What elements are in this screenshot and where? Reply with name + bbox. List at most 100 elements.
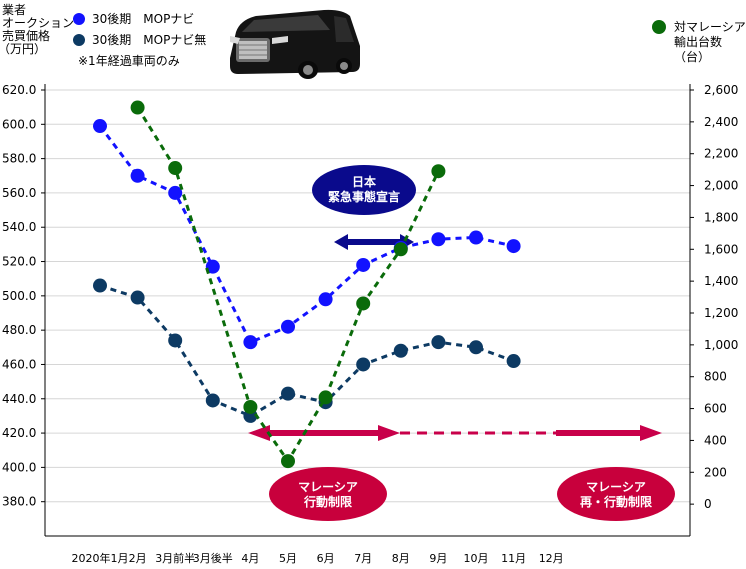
right-tick-label: 1,400 [704, 274, 738, 288]
malaysia-restriction-arrow [248, 425, 662, 441]
legend-label-mop-no-navi: 30後期 MOPナビ無 [92, 32, 206, 47]
right-tick-label: 1,800 [704, 210, 738, 224]
malaysia-mco-bubble: マレーシア 行動制限 [269, 467, 387, 521]
x-tick-label: 2月 [129, 552, 147, 565]
legend-label-mop-navi: 30後期 MOPナビ [92, 12, 194, 26]
data-point [356, 296, 371, 311]
data-point [356, 357, 371, 372]
data-point [93, 278, 107, 293]
left-tick-label: 460.0 [2, 357, 36, 371]
right-axis-title-line: 輸出台数 [674, 34, 722, 49]
data-point [205, 259, 220, 274]
right-tick-label: 600 [704, 402, 727, 416]
right-tick-label: 2,200 [704, 147, 738, 161]
series-1 [93, 278, 521, 423]
data-point [469, 340, 483, 355]
data-point [506, 354, 521, 369]
data-point [130, 168, 145, 183]
series-layer [93, 100, 521, 469]
x-tick-label: 3月後半 [193, 551, 233, 565]
data-point [281, 454, 295, 469]
x-tick-label: 12月 [539, 552, 564, 565]
cmco-bubble-line: 再・行動制限 [580, 494, 652, 509]
right-axis-title-line: （台） [674, 49, 710, 64]
data-point [393, 242, 408, 257]
data-point [243, 335, 258, 350]
data-point [506, 239, 521, 254]
x-tick-label: 4月 [241, 552, 259, 565]
data-point [431, 335, 446, 350]
right-tick-label: 800 [704, 370, 727, 384]
annotations: 日本 緊急事態宣言 マレーシア 行動制限 マレーシア 再・行動制限 [248, 165, 675, 521]
data-point [130, 100, 145, 115]
right-tick-label: 1,600 [704, 242, 738, 256]
data-point [469, 230, 483, 245]
left-tick-label: 500.0 [2, 289, 36, 303]
left-axis-title-line: オークション [2, 16, 74, 30]
left-tick-label: 420.0 [2, 426, 36, 440]
data-point [168, 161, 183, 176]
data-point [281, 386, 295, 401]
left-tick-label: 380.0 [2, 495, 36, 509]
right-tick-label: 1,000 [704, 338, 738, 352]
mco-bubble-line: 行動制限 [303, 494, 352, 509]
mco-bubble-line: マレーシア [298, 480, 358, 494]
legend-marker-mop-no-navi [73, 34, 85, 46]
left-axis-ticks: 620.0 600.0 580.0 560.0 540.0 520.0 500.0 480.0… [2, 83, 45, 509]
left-tick-label: 400.0 [2, 460, 36, 474]
left-tick-label: 560.0 [2, 186, 36, 200]
x-tick-label: 11月 [501, 552, 526, 565]
data-point [393, 343, 408, 358]
right-axis-title-line: 対マレーシア [674, 20, 746, 34]
x-tick-label: 5月 [279, 552, 297, 565]
gridlines [45, 89, 690, 503]
data-point [318, 292, 333, 307]
data-point [168, 333, 183, 348]
data-point [356, 257, 371, 272]
left-tick-label: 440.0 [2, 392, 36, 406]
x-tick-label: 2020年1月 [72, 551, 129, 565]
emergency-bubble-line: 緊急事態宣言 [328, 189, 400, 204]
series-line [99, 284, 515, 418]
x-tick-label: 6月 [317, 552, 335, 565]
left-tick-label: 620.0 [2, 83, 36, 97]
data-point [318, 390, 333, 405]
data-point [281, 319, 295, 334]
right-tick-label: 2,600 [704, 83, 738, 97]
left-tick-label: 520.0 [2, 255, 36, 269]
data-point [130, 290, 145, 305]
data-point [243, 399, 258, 414]
legend-marker-export [652, 20, 666, 34]
right-tick-label: 1,200 [704, 306, 738, 320]
x-tick-label: 8月 [392, 552, 410, 565]
left-axis-title-line: 売買価格 [2, 28, 50, 43]
data-point [431, 232, 446, 247]
left-axis-title-line: 業者 [2, 3, 26, 17]
x-tick-label: 10月 [464, 552, 489, 565]
right-axis-ticks: 2,600 2,400 2,200 2,000 1,800 1,600 1,400 1,200… [690, 83, 738, 511]
legend-marker-mop-navi [73, 13, 85, 25]
left-tick-label: 580.0 [2, 152, 36, 166]
right-tick-label: 200 [704, 465, 727, 479]
right-tick-label: 2,400 [704, 115, 738, 129]
data-point [168, 185, 183, 200]
x-tick-label: 7月 [354, 552, 372, 565]
left-tick-label: 600.0 [2, 117, 36, 131]
x-tick-label: 3月前半 [155, 551, 195, 565]
right-tick-label: 2,000 [704, 179, 738, 193]
right-axis-title: 対マレーシア 輸出台数 （台） [652, 20, 746, 64]
left-axis-title-line: （万円） [0, 42, 46, 56]
data-point [431, 164, 446, 179]
legend-note: ※1年経過車両のみ [78, 54, 180, 68]
emergency-bubble: 日本 緊急事態宣言 [312, 165, 416, 215]
series-0 [93, 119, 521, 350]
left-tick-label: 480.0 [2, 323, 36, 337]
right-tick-label: 400 [704, 433, 727, 447]
cmco-bubble-line: マレーシア [586, 480, 646, 494]
right-tick-label: 0 [704, 497, 712, 511]
legend: 30後期 MOPナビ 30後期 MOPナビ無 ※1年経過車両のみ [73, 12, 206, 68]
emergency-bubble-line: 日本 [352, 174, 376, 189]
series-2 [130, 100, 446, 469]
